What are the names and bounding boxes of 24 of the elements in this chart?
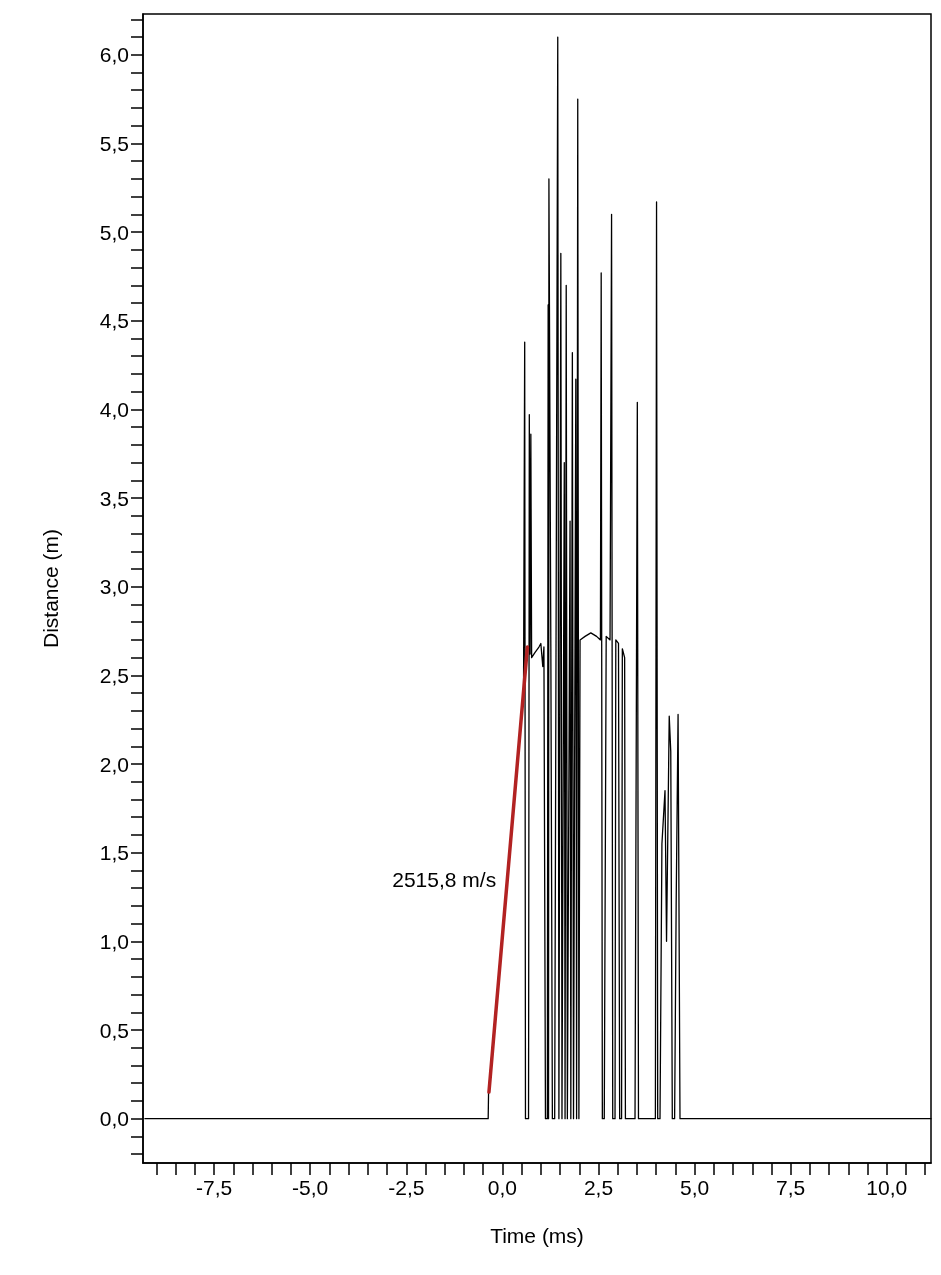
x-tick-label: -5,0 <box>292 1176 329 1199</box>
y-tick-label: 1,0 <box>99 929 129 953</box>
y-tick-label: 1,5 <box>99 841 129 865</box>
y-axis-title: Distance (m) <box>39 528 62 649</box>
y-tick-label: 2,0 <box>99 752 129 776</box>
annotation: 2515,8 m/s <box>392 868 497 892</box>
y-tick-label: 4,5 <box>99 309 129 333</box>
y-tick-label: 6,0 <box>99 43 129 67</box>
x-tick-label: 10,0 <box>866 1176 908 1199</box>
y-tick-label: 5,0 <box>99 220 129 244</box>
y-tick-label: 0,0 <box>99 1107 129 1131</box>
y-tick-label: 3,5 <box>99 486 129 510</box>
y-tick-label: 5,5 <box>99 131 129 155</box>
y-tick-label: 0,5 <box>99 1018 129 1042</box>
x-tick-label: 5,0 <box>680 1176 710 1199</box>
x-tick-label: -2,5 <box>388 1176 425 1199</box>
x-tick-label: 0,0 <box>487 1176 518 1199</box>
y-tick-label: 3,0 <box>99 575 129 599</box>
x-tick-label: -7,5 <box>196 1176 233 1199</box>
y-tick-label: 2,5 <box>99 663 129 687</box>
x-tick-label: 2,5 <box>583 1176 614 1199</box>
x-tick-label: 7,5 <box>776 1176 806 1199</box>
y-tick-label: 4,0 <box>99 397 129 421</box>
x-axis-title: Time (ms) <box>490 1224 584 1247</box>
